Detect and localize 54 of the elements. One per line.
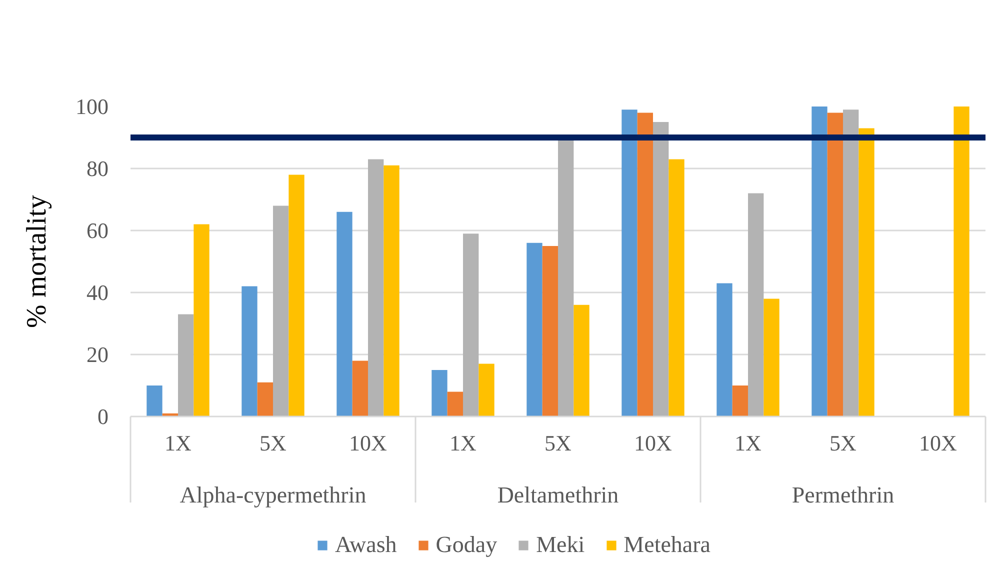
legend-label: Meki — [536, 532, 585, 558]
bar — [288, 174, 304, 416]
y-tick-label: 100 — [76, 94, 108, 119]
bar — [242, 286, 258, 416]
bar — [668, 159, 684, 416]
bar — [432, 370, 448, 416]
x-tick-label: 10X — [634, 430, 672, 456]
bar — [336, 212, 352, 416]
bar — [368, 159, 384, 416]
y-axis-title: % mortality — [22, 195, 52, 328]
y-tick-label: 60 — [86, 218, 108, 243]
bar — [637, 112, 653, 416]
bar — [447, 392, 463, 416]
bar — [273, 206, 289, 416]
y-tick-label: 20 — [86, 342, 108, 367]
x-tick-label: 1X — [450, 430, 477, 456]
text: Permethrin — [792, 482, 895, 508]
x-tick-label: 1X — [734, 430, 762, 456]
bar — [716, 283, 732, 416]
bar — [542, 246, 558, 416]
y-tick-label: 80 — [86, 156, 108, 181]
x-tick-label: 10X — [919, 430, 958, 456]
bar — [748, 193, 764, 416]
bar — [178, 314, 194, 416]
bar — [574, 304, 590, 416]
x-tick-label: 5X — [830, 430, 857, 456]
y-tick-label: 0 — [98, 404, 108, 429]
bar — [257, 382, 273, 416]
x-tick-label: 5X — [260, 430, 287, 456]
bar — [622, 110, 638, 416]
bar — [812, 106, 828, 416]
legend-label: Metehara — [624, 532, 711, 558]
bar — [478, 364, 494, 416]
bar — [526, 242, 542, 416]
bar — [384, 165, 400, 416]
text: Deltamethrin — [497, 482, 620, 508]
bar — [843, 110, 859, 416]
x-tick-label: 5X — [544, 430, 572, 456]
bar — [352, 360, 368, 416]
x-tick-label: 1X — [164, 430, 192, 456]
bar — [954, 106, 970, 416]
bar — [732, 386, 748, 416]
bar — [653, 122, 669, 416]
bar — [858, 128, 874, 416]
text: Alpha-cypermethrin — [180, 482, 367, 508]
bar — [146, 386, 162, 416]
x-tick-label: 10X — [349, 430, 388, 456]
legend-label: Awash — [335, 532, 397, 558]
bar — [827, 112, 843, 416]
bar — [194, 224, 210, 416]
bar — [463, 234, 479, 416]
y-tick-label: 40 — [86, 280, 108, 305]
legend-label: Goday — [436, 532, 498, 558]
bar — [764, 298, 780, 416]
